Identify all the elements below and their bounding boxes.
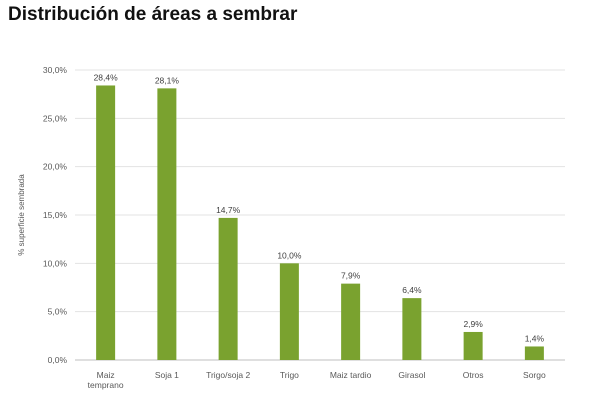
x-tick-label: Girasol [398, 370, 425, 380]
bar [524, 346, 544, 360]
x-tick-labels: Maiz temprano Soja 1 Trigo/soja 2 Trigo Maiz … [88, 370, 546, 390]
data-label: 1,4% [525, 333, 545, 343]
y-tick-label: 15,0% [43, 210, 68, 220]
y-tick-label: 30,0% [43, 65, 68, 75]
bar [218, 217, 238, 360]
bar [463, 331, 483, 360]
data-label: 28,4% [94, 72, 119, 82]
bar [157, 88, 177, 360]
bar [341, 283, 361, 360]
data-label: 28,1% [155, 75, 180, 85]
y-tick-labels: 0,0% 5,0% 10,0% 15,0% 20,0% 25,0% 30,0% [43, 65, 68, 365]
data-label: 6,4% [402, 285, 422, 295]
bars [96, 85, 544, 360]
x-tick-label: Trigo [280, 370, 299, 380]
y-tick-label: 5,0% [48, 307, 68, 317]
bar [279, 263, 299, 360]
gridlines [75, 69, 565, 361]
data-label: 14,7% [216, 205, 241, 215]
x-tick-label: Maiz tardio [330, 370, 372, 380]
y-tick-label: 0,0% [48, 355, 68, 365]
chart-title: Distribución de áreas a sembrar [8, 4, 298, 25]
data-labels: 28,4% 28,1% 14,7% 10,0% 7,9% 6,4% 2,9% 1,4% [94, 72, 545, 343]
x-tick-label: Maiz temprano [88, 370, 124, 390]
bar [96, 85, 116, 360]
y-tick-label: 25,0% [43, 113, 68, 123]
y-tick-label: 20,0% [43, 162, 68, 172]
bar [402, 298, 422, 360]
data-label: 10,0% [277, 250, 302, 260]
y-axis-label: % superficie sembrada [17, 174, 26, 256]
data-label: 2,9% [463, 319, 483, 329]
x-tick-label: Trigo/soja 2 [206, 370, 250, 380]
x-tick-label: Otros [463, 370, 484, 380]
x-tick-label: Sorgo [523, 370, 546, 380]
data-label: 7,9% [341, 271, 361, 281]
x-tick-label: Soja 1 [155, 370, 179, 380]
y-tick-label: 10,0% [43, 258, 68, 268]
